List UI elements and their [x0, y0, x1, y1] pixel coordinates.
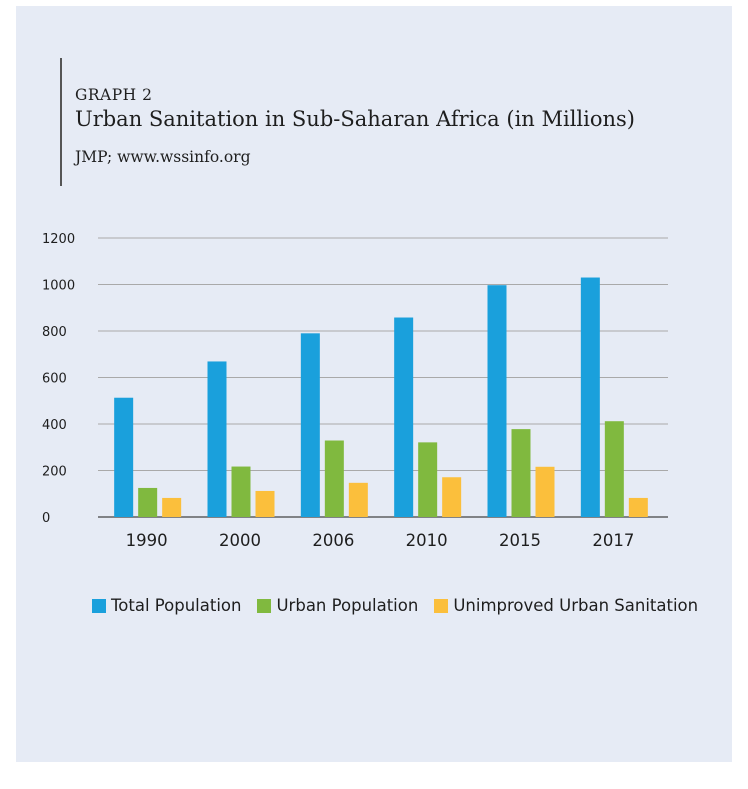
y-tick-label: 600 — [42, 372, 67, 387]
legend-swatch-urban — [257, 598, 272, 613]
header-accent-bar — [60, 58, 62, 186]
bar-urban-population-2010 — [418, 442, 438, 517]
bar-unimproved-urban-sanitation-2006 — [348, 482, 368, 517]
x-tick-label: 2000 — [219, 531, 261, 550]
x-tick-label: 2015 — [499, 531, 541, 550]
legend-swatch-total — [92, 598, 106, 613]
bar-total-population-2006 — [300, 333, 320, 517]
y-tick-label: 400 — [42, 418, 67, 433]
x-tick-label: 2006 — [312, 531, 354, 550]
chart-legend: Total Population Urban Population Unimpr… — [92, 596, 714, 615]
y-tick-label: 200 — [42, 465, 67, 480]
legend-label-unimproved: Unimproved Urban Sanitation — [453, 596, 699, 615]
y-tick-label: 0 — [42, 511, 50, 526]
legend-label-total: Total Population — [111, 596, 242, 615]
chart-title-main: Urban Sanitation in Sub-Saharan Africa — [75, 107, 500, 131]
bar-total-population-2000 — [207, 361, 227, 517]
bar-unimproved-urban-sanitation-2010 — [442, 477, 462, 517]
chart-title-unit: (in Millions) — [506, 107, 635, 131]
bar-unimproved-urban-sanitation-1990 — [162, 497, 182, 517]
bar-unimproved-urban-sanitation-2015 — [535, 466, 555, 517]
bar-total-population-1990 — [114, 397, 134, 517]
chart-title: Urban Sanitation in Sub-Saharan Africa (… — [75, 107, 635, 131]
bar-total-population-2010 — [394, 317, 414, 517]
x-tick-label: 2010 — [406, 531, 448, 550]
bar-total-population-2017 — [580, 277, 600, 517]
legend-item-total: Total Population — [92, 596, 241, 615]
bar-urban-population-2000 — [231, 466, 251, 517]
graph-number: GRAPH 2 — [75, 86, 153, 104]
bar-urban-population-2015 — [511, 429, 531, 517]
legend-swatch-unimproved — [434, 598, 449, 613]
legend-label-urban: Urban Population — [276, 596, 419, 615]
bar-urban-population-1990 — [138, 487, 158, 517]
x-tick-label: 2017 — [592, 531, 634, 550]
bar-unimproved-urban-sanitation-2017 — [628, 497, 648, 517]
chart-source: JMP; www.wssinfo.org — [75, 148, 251, 166]
legend-item-unimproved: Unimproved Urban Sanitation — [434, 596, 698, 615]
y-tick-label: 1200 — [42, 232, 75, 247]
bar-urban-population-2006 — [324, 440, 344, 517]
y-tick-label: 1000 — [42, 279, 75, 294]
x-tick-label: 1990 — [126, 531, 168, 550]
legend-item-urban: Urban Population — [257, 596, 418, 615]
y-tick-label: 800 — [42, 325, 67, 340]
chart-panel — [16, 6, 732, 762]
bar-urban-population-2017 — [604, 421, 624, 517]
bar-total-population-2015 — [487, 285, 507, 517]
bar-unimproved-urban-sanitation-2000 — [255, 490, 275, 517]
